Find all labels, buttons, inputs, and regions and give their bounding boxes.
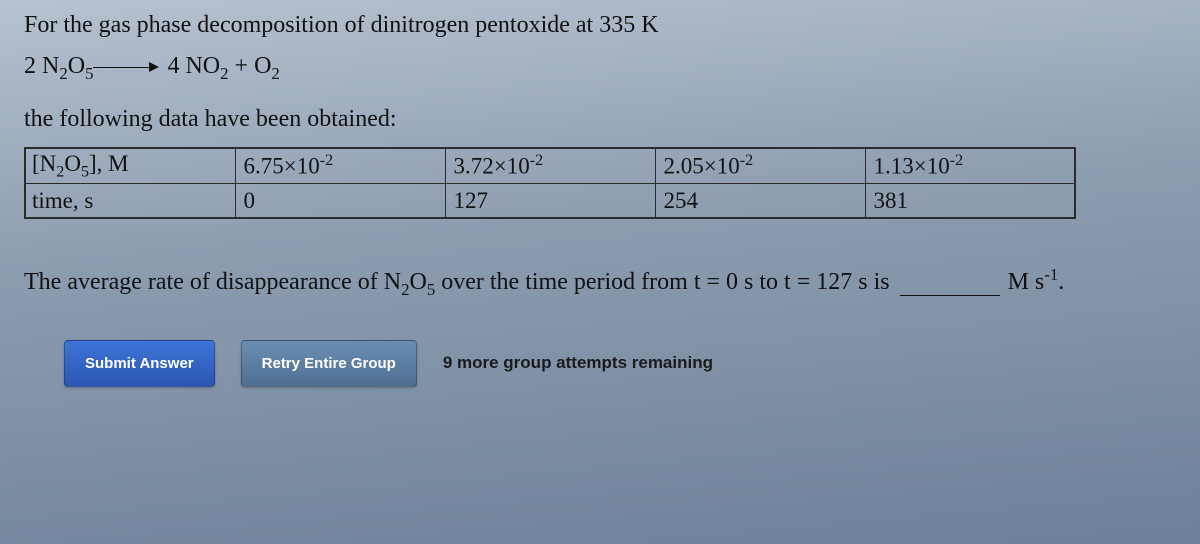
- table-cell: 0: [235, 184, 445, 218]
- row-header-concentration: [N2O5], M: [25, 148, 235, 184]
- attempts-remaining: 9 more group attempts remaining: [443, 353, 713, 373]
- lhs-coeff: 2: [24, 53, 36, 79]
- rhs1-coeff: 4: [167, 53, 179, 79]
- table-row: time, s 0 127 254 381: [25, 184, 1075, 218]
- table-cell: 254: [655, 184, 865, 218]
- row-header-time: time, s: [25, 184, 235, 218]
- table-cell: 2.05×10-2: [655, 148, 865, 184]
- table-row: [N2O5], M 6.75×10-2 3.72×10-2 2.05×10-2 …: [25, 148, 1075, 184]
- data-table: [N2O5], M 6.75×10-2 3.72×10-2 2.05×10-2 …: [24, 147, 1076, 219]
- answer-input[interactable]: [900, 269, 1000, 296]
- submit-answer-button[interactable]: Submit Answer: [64, 340, 215, 387]
- retry-group-button[interactable]: Retry Entire Group: [241, 340, 417, 387]
- table-cell: 381: [865, 184, 1075, 218]
- rhs2-species: O2: [254, 53, 280, 79]
- table-cell: 3.72×10-2: [445, 148, 655, 184]
- answer-unit: M s-1.: [1008, 265, 1065, 296]
- table-cell: 6.75×10-2: [235, 148, 445, 184]
- reaction-equation: 2 N2O5 4 NO2 + O2: [24, 53, 1176, 84]
- table-cell: 1.13×10-2: [865, 148, 1075, 184]
- question-text: The average rate of disappearance of N2O…: [24, 269, 890, 300]
- intro-text: For the gas phase decomposition of dinit…: [24, 12, 1176, 39]
- rhs1-species: NO2: [185, 53, 228, 79]
- following-text: the following data have been obtained:: [24, 106, 1176, 133]
- table-cell: 127: [445, 184, 655, 218]
- plus: +: [235, 53, 249, 79]
- lhs-species: N2O5: [42, 53, 93, 79]
